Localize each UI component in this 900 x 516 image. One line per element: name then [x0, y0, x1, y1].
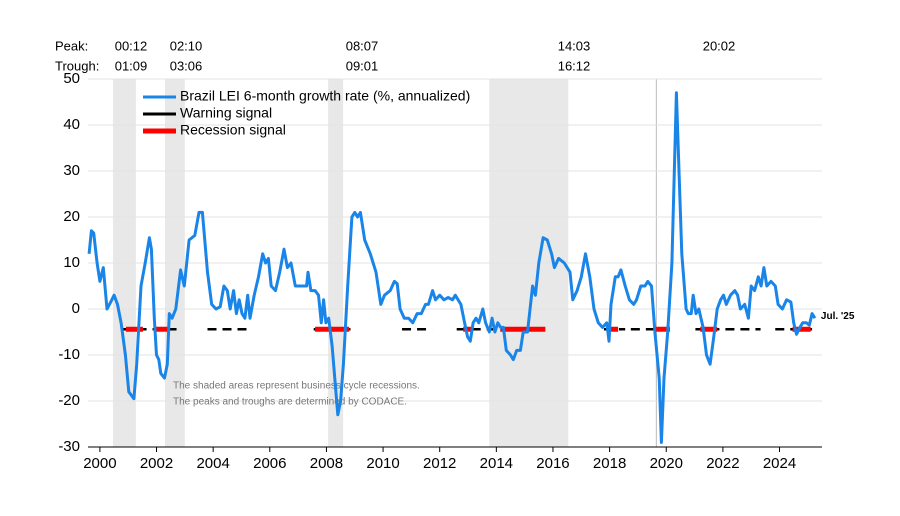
peak-label: 14:03	[558, 38, 591, 53]
y-tick-label: 0	[72, 300, 80, 317]
x-tick-label: 2014	[480, 455, 513, 472]
y-tick-label: 40	[63, 116, 80, 133]
y-tick-label: 50	[63, 70, 80, 87]
y-tick-label: 20	[63, 208, 80, 225]
legend-label: Brazil LEI 6-month growth rate (%, annua…	[180, 88, 470, 104]
x-tick-label: 2024	[763, 455, 796, 472]
y-tick-label: 30	[63, 162, 80, 179]
x-tick-label: 2006	[253, 455, 286, 472]
y-tick-label: -10	[58, 346, 80, 363]
x-tick-label: 2000	[83, 455, 116, 472]
data-line	[87, 91, 817, 444]
x-tick-label: 2020	[650, 455, 683, 472]
legend-label: Warning signal	[180, 105, 272, 121]
x-tick-label: 2002	[140, 455, 173, 472]
y-tick-label: -30	[58, 438, 80, 455]
x-tick-label: 2016	[536, 455, 569, 472]
end-label: Jul. '25	[821, 311, 855, 322]
peak-label: 08:07	[346, 38, 379, 53]
peak-label: 20:02	[703, 38, 736, 53]
x-tick-label: 2008	[310, 455, 343, 472]
peak-label: 02:10	[170, 38, 203, 53]
y-tick-label: 10	[63, 254, 80, 271]
peak-header: Peak:	[55, 38, 88, 53]
annotation: The shaded areas represent business cycl…	[173, 381, 420, 392]
trough-label: 01:09	[115, 58, 148, 73]
x-tick-label: 2022	[706, 455, 739, 472]
trough-header: Trough:	[55, 58, 99, 73]
x-tick-label: 2012	[423, 455, 456, 472]
trough-label: 03:06	[170, 58, 203, 73]
legend-label: Recession signal	[180, 122, 286, 138]
x-tick-label: 2004	[196, 455, 229, 472]
y-tick-label: -20	[58, 392, 80, 409]
annotation: The peaks and troughs are determined by …	[173, 397, 407, 408]
x-tick-label: 2018	[593, 455, 626, 472]
trough-label: 16:12	[558, 58, 591, 73]
x-tick-label: 2010	[366, 455, 399, 472]
peak-label: 00:12	[115, 38, 148, 53]
trough-label: 09:01	[346, 58, 379, 73]
